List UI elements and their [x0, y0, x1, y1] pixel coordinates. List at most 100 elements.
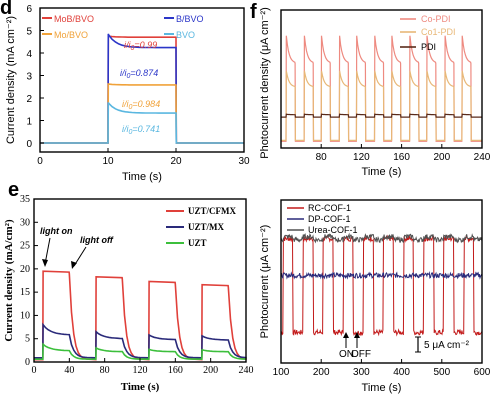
panel-f-chart: f 80 120 160 200 240 Time (s) Photocurrent den… — [250, 1, 491, 178]
ratio-part: i — [124, 40, 127, 50]
panel-f-letter: f — [250, 1, 257, 23]
x-tick-label: 20 — [170, 156, 182, 167]
legend-label: RC-COF-1 — [308, 203, 351, 213]
legend-label: UZT — [188, 238, 207, 248]
y-tick-label: 5 — [25, 334, 30, 345]
legend-label: Urea-COF-1 — [308, 225, 358, 235]
series-line-Urea-COF-1 — [280, 232, 483, 244]
ratio-part: 0.984 — [138, 99, 161, 109]
series-line-UZT — [34, 342, 247, 361]
x-tick-label: 160 — [393, 152, 410, 163]
y-tick-label: 10 — [20, 310, 30, 321]
ratio-annotation: i/i0=0.984 — [122, 99, 160, 111]
ratio-subscript: 0 — [127, 73, 131, 80]
ratio-part: i — [122, 124, 125, 134]
series-line-UZT/CFMX — [34, 270, 247, 361]
series-line-BVO — [40, 102, 244, 144]
x-tick-label: 600 — [474, 367, 491, 378]
series-line-Co-PDI — [281, 35, 482, 142]
legend-label: BVO — [176, 30, 195, 40]
x-tick-label: 240 — [474, 152, 491, 163]
y-tick-label: 6 — [26, 4, 32, 15]
legend-label: UZT/CFMX — [188, 206, 236, 216]
off-arrowhead — [354, 332, 360, 338]
y-tick-label: 20 — [20, 264, 30, 275]
x-tick-label: 160 — [168, 365, 183, 376]
series-line-B/BVO — [40, 33, 244, 144]
y-tick-label: 15 — [20, 287, 30, 298]
legend-label: MoB/BVO — [54, 14, 94, 24]
ratio-part: 0.99 — [140, 40, 158, 50]
y-axis-title: Current density (mA cm⁻²) — [5, 16, 17, 144]
panel-e-letter: e — [8, 179, 19, 201]
series-line-Mo/BVO — [40, 82, 244, 144]
light-off-annotation: light off — [80, 235, 114, 245]
x-tick-label: 80 — [100, 365, 110, 376]
x-axis-title: Time (s) — [122, 171, 162, 183]
ratio-part: i — [120, 68, 123, 78]
panel-f-frame — [280, 9, 483, 149]
x-axis-title: Time (s) — [362, 166, 402, 178]
y-axis-title: Photocurrent (μA cm⁻²) — [259, 225, 271, 339]
series-line-UZT/MX — [34, 322, 247, 359]
x-tick-label: 200 — [203, 365, 218, 376]
ratio-part: /i — [123, 99, 130, 109]
ratio-part: = — [132, 99, 137, 109]
x-tick-label: 200 — [433, 152, 450, 163]
ratio-part: /i — [121, 68, 128, 78]
ratio-annotation: i/i0=0.874 — [120, 68, 158, 80]
y-axis-title: Photocurrent density (μA cm⁻²) — [259, 7, 271, 159]
y-tick-label: 1 — [26, 117, 32, 128]
x-tick-label: 80 — [316, 152, 328, 163]
x-axis-title: Time (s) — [121, 381, 160, 393]
x-tick-label: 120 — [133, 365, 148, 376]
x-tick-label: 10 — [102, 156, 114, 167]
ratio-part: 0.741 — [138, 124, 161, 134]
panel-d-frame — [39, 7, 245, 153]
x-tick-label: 30 — [238, 156, 250, 167]
x-tick-label: 500 — [433, 367, 450, 378]
panel-d-letter: d — [0, 0, 12, 19]
series-line-DP-COF-1 — [280, 270, 483, 280]
ratio-part: /i — [125, 40, 132, 50]
panel-g-chart: 100 200 300 400 500 600 Time (s) Photocurrent (… — [259, 199, 491, 394]
x-tick-label: 240 — [239, 365, 254, 376]
y-tick-label: 30 — [20, 217, 30, 228]
x-tick-label: 0 — [32, 365, 37, 376]
y-tick-label: 0 — [25, 357, 30, 368]
ratio-subscript: 0 — [131, 45, 135, 52]
y-tick-label: 25 — [20, 241, 30, 252]
y-tick-label: 2 — [26, 94, 32, 105]
ratio-part: = — [132, 124, 137, 134]
x-tick-label: 300 — [353, 367, 370, 378]
ratio-part: = — [130, 68, 135, 78]
light-off-arrowhead — [71, 261, 77, 269]
ratio-part: = — [134, 40, 139, 50]
panel-e-chart: e 0 40 80 120 160 200 240 0 5 10 15 20 25 30 35 Time (s… — [3, 179, 254, 393]
scale-bar-label: 5 μA cm⁻² — [424, 340, 470, 351]
ratio-subscript: 0 — [129, 104, 133, 111]
y-axis-title: Current density (mA/cm²) — [3, 219, 15, 342]
on-label: ON — [339, 349, 354, 360]
x-tick-label: 400 — [393, 367, 410, 378]
x-tick-label: 100 — [273, 367, 290, 378]
series-line-Co1-PDI — [281, 70, 482, 141]
legend-label: Mo/BVO — [54, 30, 88, 40]
x-tick-label: 200 — [313, 367, 330, 378]
off-label: OFF — [351, 349, 371, 360]
y-tick-label: 35 — [20, 194, 30, 205]
panel-d-chart: d 0 10 20 30 0 1 2 3 4 5 6 Time (s) Current density … — [0, 0, 250, 183]
ratio-part: 0.874 — [136, 68, 159, 78]
legend-label: UZT/MX — [188, 222, 225, 232]
legend-label: B/BVO — [176, 14, 204, 24]
ratio-part: i — [122, 99, 125, 109]
y-tick-label: 5 — [26, 27, 32, 38]
y-tick-label: 4 — [26, 49, 32, 60]
on-arrowhead — [343, 332, 349, 338]
legend-label: DP-COF-1 — [308, 214, 351, 224]
legend-label: Co1-PDI — [421, 27, 456, 37]
ratio-part: /i — [123, 124, 130, 134]
y-tick-label: 3 — [26, 72, 32, 83]
ratio-subscript: 0 — [129, 129, 133, 136]
